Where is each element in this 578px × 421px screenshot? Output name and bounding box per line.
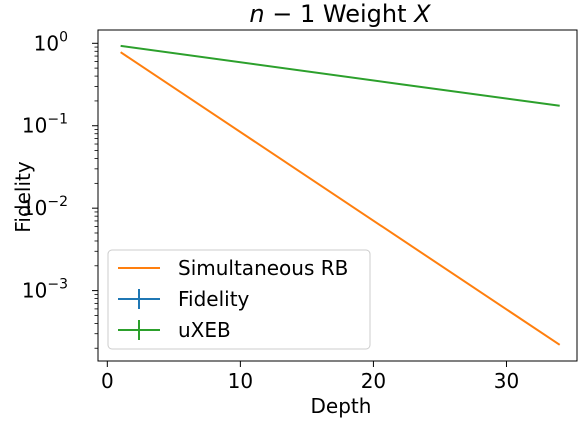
- plot-area: 0 10 20 30 100 10−1 10−2 10−3: [22, 29, 578, 393]
- plot-frame: [97, 29, 578, 362]
- y-tick-label: 10−3: [22, 277, 68, 303]
- series-line-uxeb: [120, 44, 560, 107]
- y-tick-label: 100: [34, 29, 68, 55]
- legend: Simultaneous RB Fidelity uXEB: [107, 249, 371, 350]
- chart-title: n − 1 Weight X: [249, 0, 431, 28]
- y-tick-label: 10−1: [22, 112, 68, 138]
- legend-label-simultaneous-rb: Simultaneous RB: [178, 256, 348, 280]
- legend-box: [107, 249, 371, 350]
- y-axis-label: Fidelity: [11, 161, 35, 233]
- x-tick-label: 20: [361, 369, 386, 393]
- x-tick-label: 30: [494, 369, 519, 393]
- legend-label-fidelity: Fidelity: [178, 287, 250, 311]
- y-tick-label: 10−2: [22, 194, 68, 220]
- x-tick-label: 10: [228, 369, 253, 393]
- x-tick-label: 0: [101, 369, 114, 393]
- x-axis-label: Depth: [311, 394, 372, 418]
- legend-label-uxeb: uXEB: [178, 318, 231, 342]
- series-line-simultaneous-rb: [120, 51, 561, 346]
